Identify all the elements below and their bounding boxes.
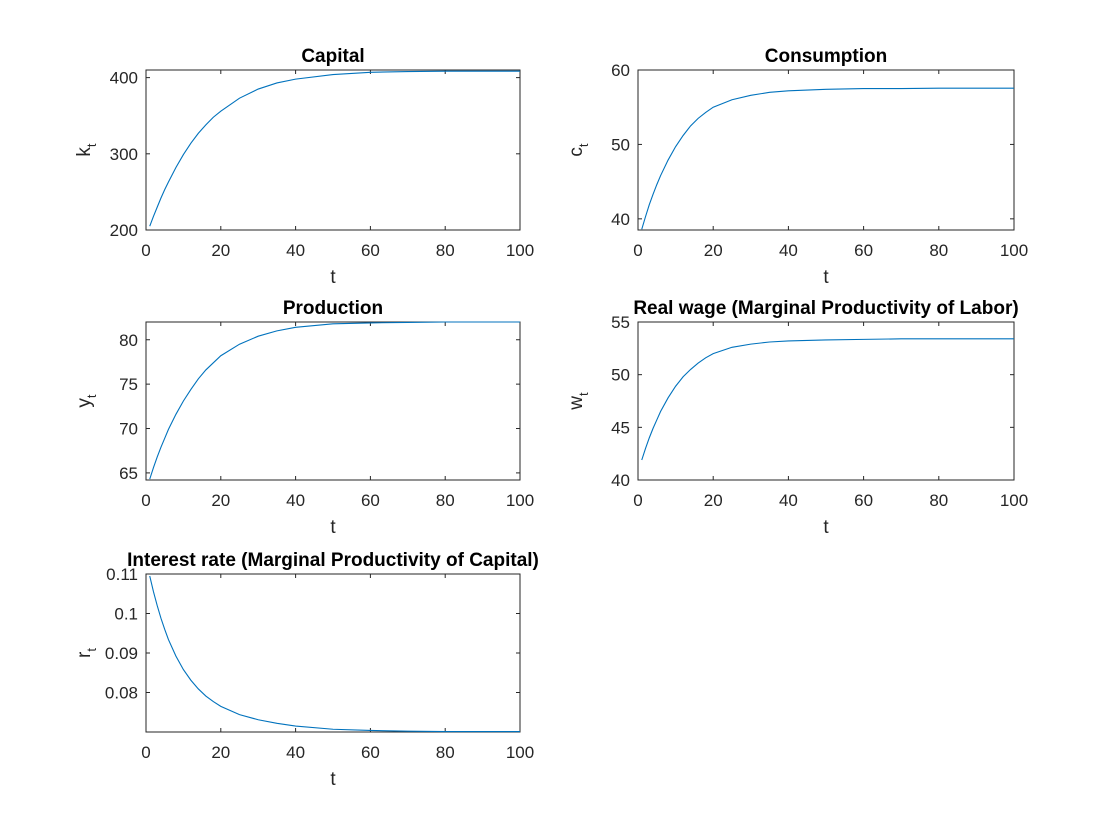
y-axis-label-subscript: t: [84, 143, 99, 147]
x-tick-label: 0: [141, 491, 150, 510]
x-tick-label: 80: [436, 491, 455, 510]
y-tick-label: 0.11: [106, 565, 138, 584]
series-line: [149, 321, 520, 480]
x-tick-label: 80: [929, 241, 948, 260]
y-tick-label: 0.09: [105, 644, 138, 663]
subplot-title: Capital: [301, 46, 364, 67]
x-tick-label: 0: [633, 241, 642, 260]
axes-box: [637, 69, 1015, 231]
y-axis-label-subscript: t: [576, 392, 591, 396]
y-tick-label: 60: [611, 61, 630, 80]
x-tick-label: 100: [1000, 241, 1028, 260]
x-tick-label: 100: [506, 241, 534, 260]
x-tick-label: 40: [779, 491, 798, 510]
y-axis-label-subscript: t: [84, 648, 99, 652]
x-tick-label: 80: [929, 491, 948, 510]
x-tick-label: 40: [286, 491, 305, 510]
axes-box: [145, 573, 521, 733]
axes-box: [637, 321, 1015, 481]
x-tick-label: 40: [286, 743, 305, 762]
x-tick-label: 40: [779, 241, 798, 260]
subplot-title: Consumption: [765, 46, 887, 67]
y-axis-label: ct: [566, 143, 591, 157]
y-axis-label-subscript: t: [576, 143, 591, 147]
y-tick-label: 40: [611, 471, 630, 490]
x-axis-label: t: [330, 769, 336, 790]
x-tick-label: 0: [633, 491, 642, 510]
x-tick-label: 20: [211, 743, 230, 762]
series-line: [149, 575, 520, 733]
x-tick-label: 0: [141, 743, 150, 762]
x-tick-label: 60: [361, 743, 380, 762]
y-axis-label-base: r: [74, 651, 95, 658]
subplot-title: Real wage (Marginal Productivity of Labo…: [633, 298, 1018, 319]
x-tick-label: 80: [436, 241, 455, 260]
y-axis-label-subscript: t: [84, 394, 99, 398]
y-tick-label: 0.08: [105, 684, 138, 703]
x-tick-label: 40: [286, 241, 305, 260]
x-axis-label: t: [330, 517, 336, 538]
y-tick-label: 400: [110, 69, 138, 88]
subplot-title: Production: [283, 298, 383, 319]
axes-box: [145, 69, 521, 231]
y-axis-label-base: k: [74, 147, 95, 157]
y-axis-label: wt: [566, 392, 591, 411]
y-tick-label: 200: [110, 221, 138, 240]
axes-box: [145, 321, 521, 481]
x-tick-label: 100: [506, 743, 534, 762]
y-tick-label: 75: [119, 375, 138, 394]
x-tick-label: 20: [704, 241, 723, 260]
x-axis-label: t: [823, 267, 829, 288]
y-tick-label: 65: [119, 464, 138, 483]
x-tick-label: 60: [361, 241, 380, 260]
x-tick-label: 20: [704, 491, 723, 510]
x-axis-label: t: [823, 517, 829, 538]
x-tick-label: 60: [854, 491, 873, 510]
y-tick-label: 300: [110, 145, 138, 164]
y-axis-label-base: y: [74, 398, 95, 408]
series-line: [641, 87, 1014, 230]
x-tick-label: 60: [854, 241, 873, 260]
x-tick-label: 100: [506, 491, 534, 510]
y-tick-label: 50: [611, 366, 630, 385]
y-axis-label-base: w: [566, 396, 587, 411]
y-tick-label: 0.1: [114, 605, 138, 624]
x-axis-label: t: [330, 267, 336, 288]
y-tick-label: 40: [611, 210, 630, 229]
y-axis-label-base: c: [566, 147, 587, 157]
y-axis-label: yt: [74, 394, 99, 408]
x-tick-label: 60: [361, 491, 380, 510]
series-line: [641, 338, 1014, 461]
y-tick-label: 70: [119, 420, 138, 439]
x-tick-label: 100: [1000, 491, 1028, 510]
y-axis-label: kt: [74, 143, 99, 157]
y-axis-label: rt: [74, 648, 99, 658]
y-tick-label: 45: [611, 418, 630, 437]
subplot-title: Interest rate (Marginal Productivity of …: [127, 550, 539, 571]
x-tick-label: 20: [211, 241, 230, 260]
x-tick-label: 0: [141, 241, 150, 260]
y-tick-label: 50: [611, 135, 630, 154]
x-tick-label: 80: [436, 743, 455, 762]
y-tick-label: 55: [611, 313, 630, 332]
series-line: [149, 70, 520, 227]
y-tick-label: 80: [119, 331, 138, 350]
x-tick-label: 20: [211, 491, 230, 510]
